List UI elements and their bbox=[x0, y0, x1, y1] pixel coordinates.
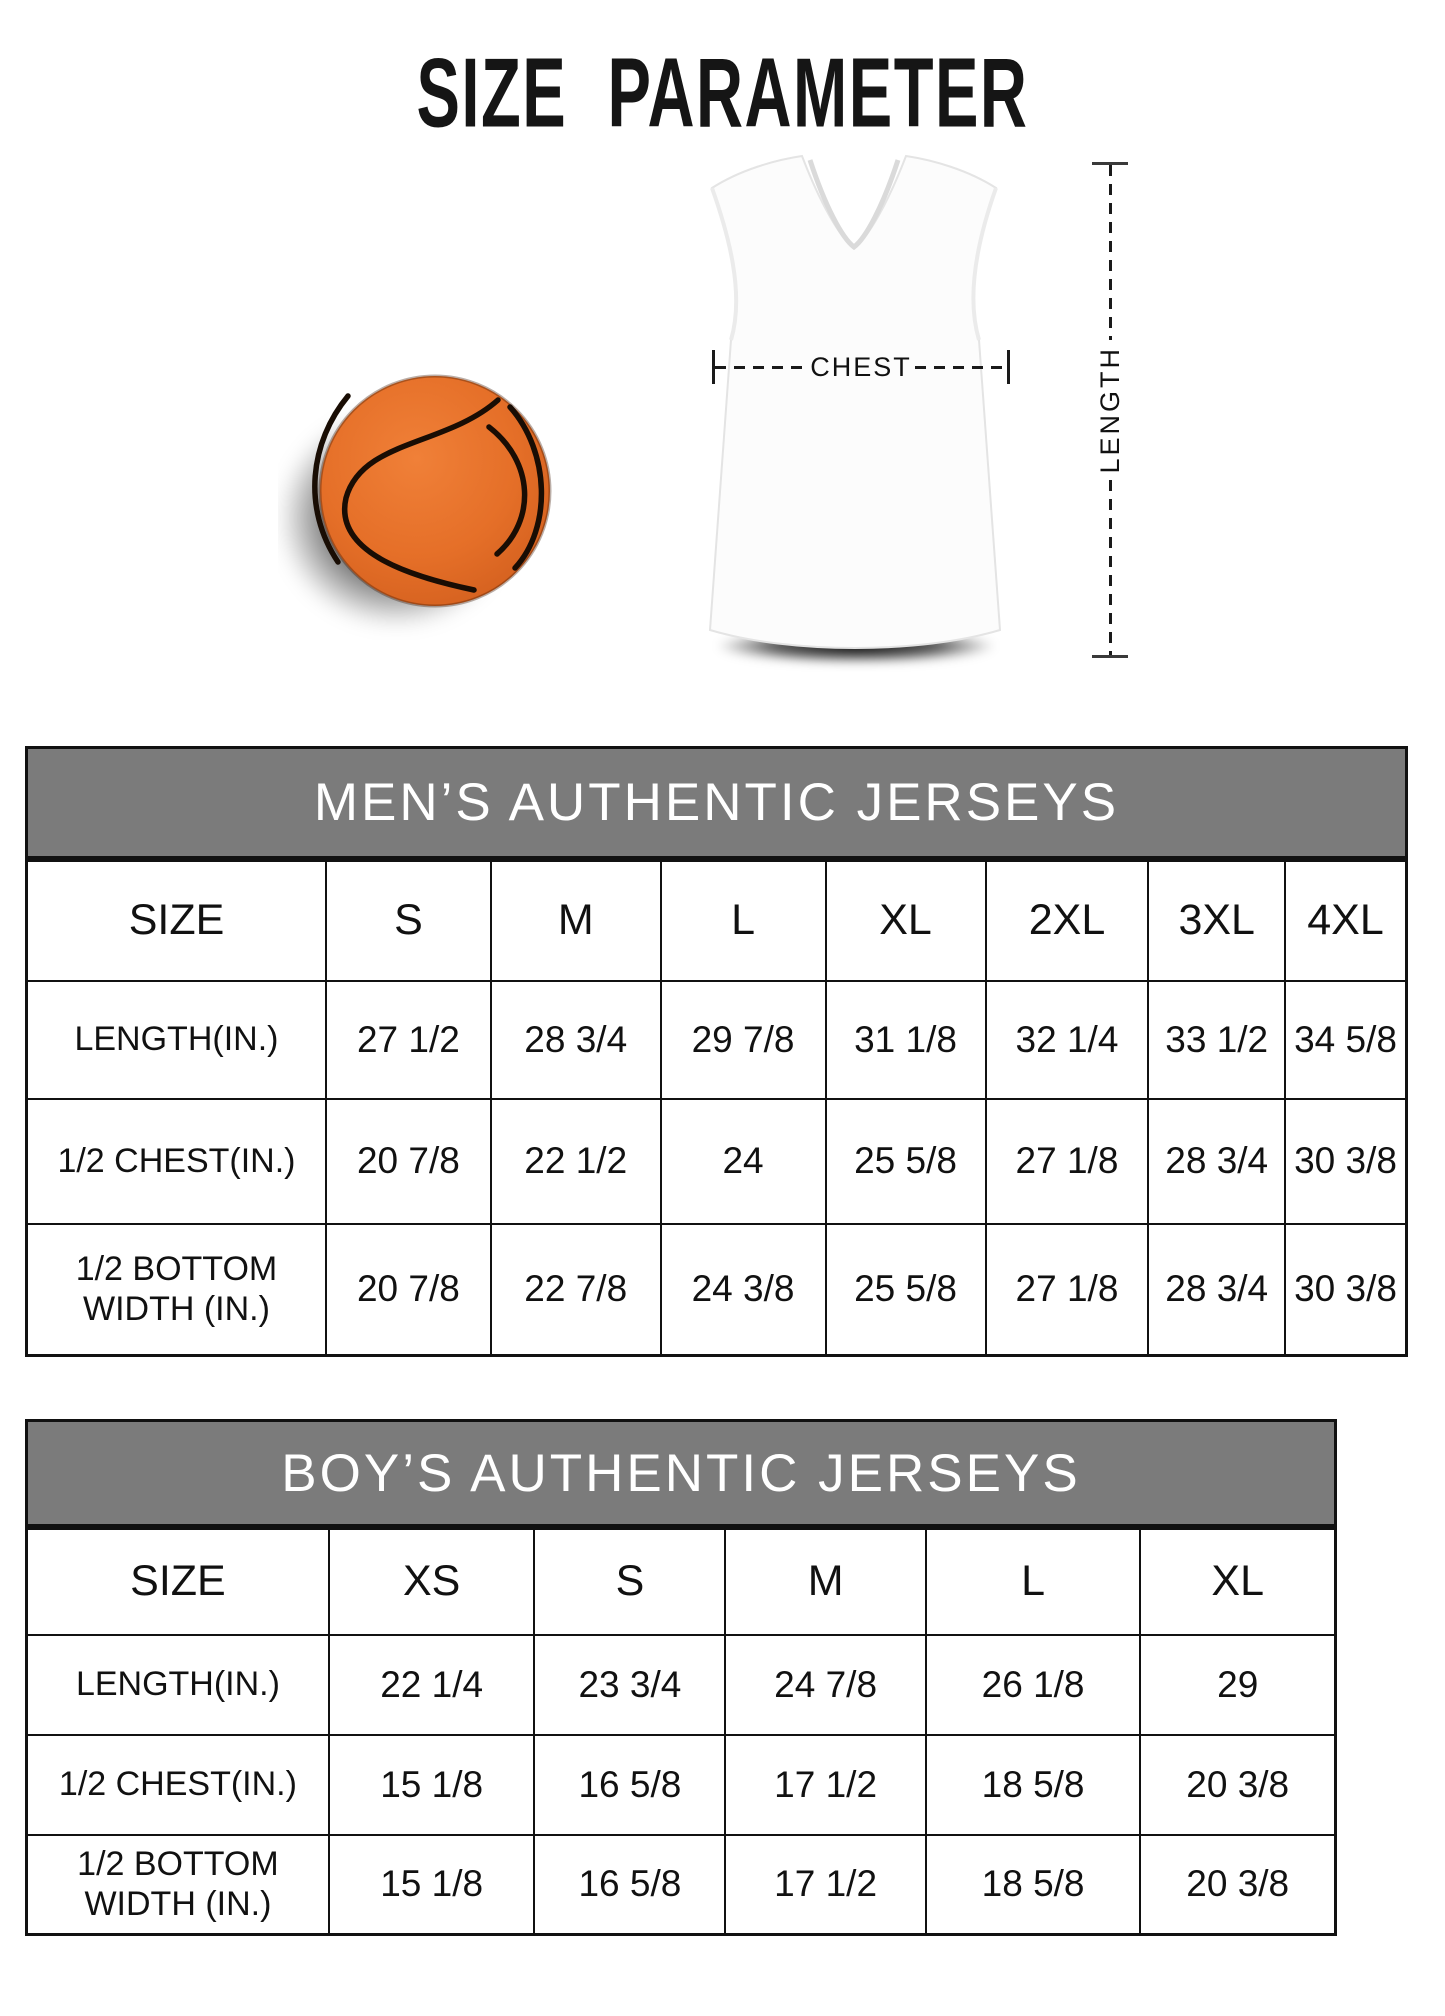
measurement-row: 1/2 BOTTOM WIDTH (IN.) 15 1/8 16 5/8 17 1/2… bbox=[25, 1833, 1337, 1936]
measurement-value: 28 3/4 bbox=[1147, 1097, 1287, 1225]
measurement-value: 15 1/8 bbox=[327, 1733, 536, 1836]
size-option-header: M bbox=[724, 1527, 927, 1636]
measurement-value: 24 bbox=[659, 1097, 827, 1225]
measurement-value: 33 1/2 bbox=[1147, 979, 1287, 1100]
measurement-value: 32 1/4 bbox=[984, 979, 1150, 1100]
measurement-value: 22 1/2 bbox=[489, 1097, 662, 1225]
boys-size-grid: SIZE XS S M L XL LENGTH(IN.) 22 1/4 23 3/4 24 7/8… bbox=[25, 1527, 1337, 1936]
measurement-value: 31 1/8 bbox=[824, 979, 987, 1100]
page-title: SIZE PARAMETER bbox=[0, 36, 1445, 148]
measurement-value: 27 1/2 bbox=[324, 979, 492, 1100]
mens-table-banner: MEN’S AUTHENTIC JERSEYS bbox=[25, 746, 1408, 859]
measurement-value: 26 1/8 bbox=[924, 1633, 1142, 1736]
size-option-header: 4XL bbox=[1284, 859, 1408, 982]
chest-label: CHEST bbox=[810, 351, 912, 382]
measurement-value: 17 1/2 bbox=[724, 1733, 927, 1836]
dashed-line bbox=[715, 365, 808, 369]
measurement-value: 24 7/8 bbox=[724, 1633, 927, 1736]
basketball-image bbox=[278, 374, 552, 628]
measurement-label: 1/2 CHEST(IN.) bbox=[25, 1733, 330, 1836]
jersey-collar bbox=[807, 159, 901, 251]
jersey-body bbox=[708, 154, 1002, 649]
measurement-value: 18 5/8 bbox=[924, 1833, 1142, 1936]
dashed-line bbox=[1108, 479, 1112, 655]
measurement-value: 18 5/8 bbox=[924, 1733, 1142, 1836]
measurement-label: LENGTH(IN.) bbox=[25, 979, 327, 1100]
size-header-row: SIZE XS S M L XL bbox=[25, 1527, 1337, 1636]
measurement-value: 34 5/8 bbox=[1284, 979, 1408, 1100]
measurement-value: 23 3/4 bbox=[533, 1633, 727, 1736]
size-option-header: 2XL bbox=[984, 859, 1150, 982]
measurement-value: 20 7/8 bbox=[324, 1222, 492, 1357]
size-column-header: SIZE bbox=[25, 1527, 330, 1636]
measurement-label: 1/2 CHEST(IN.) bbox=[25, 1097, 327, 1225]
measurement-label: LENGTH(IN.) bbox=[25, 1633, 330, 1736]
measure-cap-bottom bbox=[1092, 655, 1128, 658]
measurement-label: 1/2 BOTTOM WIDTH (IN.) bbox=[25, 1833, 330, 1936]
size-option-header: M bbox=[489, 859, 662, 982]
length-label: LENGTH bbox=[1094, 346, 1125, 474]
measurement-value: 20 3/8 bbox=[1139, 1833, 1337, 1936]
size-option-header: S bbox=[324, 859, 492, 982]
measurement-value: 15 1/8 bbox=[327, 1833, 536, 1936]
measurement-row: 1/2 BOTTOM WIDTH (IN.) 20 7/8 22 7/8 24 3/8… bbox=[25, 1222, 1408, 1357]
measurement-value: 20 7/8 bbox=[324, 1097, 492, 1225]
measure-tick-right bbox=[1007, 350, 1011, 384]
size-option-header: L bbox=[924, 1527, 1142, 1636]
page-title-text: SIZE PARAMETER bbox=[416, 37, 1029, 149]
measurement-value: 16 5/8 bbox=[533, 1733, 727, 1836]
measurement-value: 25 5/8 bbox=[824, 1222, 987, 1357]
measure-tick-left bbox=[712, 350, 715, 384]
size-option-header: XL bbox=[1139, 1527, 1337, 1636]
size-option-header: XL bbox=[824, 859, 987, 982]
measurement-value: 24 3/8 bbox=[659, 1222, 827, 1357]
measurement-value: 28 3/4 bbox=[489, 979, 662, 1100]
measure-cap-top bbox=[1092, 162, 1128, 165]
measurement-row: 1/2 CHEST(IN.) 20 7/8 22 1/2 24 25 5/8 27 1/8… bbox=[25, 1097, 1408, 1225]
boys-table-banner: BOY’S AUTHENTIC JERSEYS bbox=[25, 1419, 1337, 1527]
jersey-image bbox=[708, 154, 1002, 663]
measurement-value: 30 3/8 bbox=[1284, 1222, 1408, 1357]
measurement-value: 22 7/8 bbox=[489, 1222, 662, 1357]
measurement-value: 29 bbox=[1139, 1633, 1337, 1736]
measurement-label: 1/2 BOTTOM WIDTH (IN.) bbox=[25, 1222, 327, 1357]
measurement-row: LENGTH(IN.) 22 1/4 23 3/4 24 7/8 26 1/8 29 bbox=[25, 1633, 1337, 1736]
size-column-header: SIZE bbox=[25, 859, 327, 982]
chest-measure-line: CHEST bbox=[712, 350, 1011, 384]
basketball-seams bbox=[312, 393, 545, 593]
measurement-value: 28 3/4 bbox=[1147, 1222, 1287, 1357]
size-option-header: 3XL bbox=[1147, 859, 1287, 982]
measurement-value: 16 5/8 bbox=[533, 1833, 727, 1936]
mens-size-grid: SIZE S M L XL 2XL 3XL 4XL LENGTH(IN.) 27 1/2 28 3/… bbox=[25, 859, 1408, 1357]
measurement-value: 17 1/2 bbox=[724, 1833, 927, 1936]
mens-size-table: MEN’S AUTHENTIC JERSEYS SIZE S M L XL 2XL 3XL 4… bbox=[25, 746, 1408, 1357]
size-option-header: XS bbox=[327, 1527, 536, 1636]
jersey-armhole-left bbox=[710, 187, 739, 341]
measurement-row: 1/2 CHEST(IN.) 15 1/8 16 5/8 17 1/2 18 5/8 20… bbox=[25, 1733, 1337, 1836]
basketball-body bbox=[318, 374, 552, 608]
size-header-row: SIZE S M L XL 2XL 3XL 4XL bbox=[25, 859, 1408, 982]
boys-size-table: BOY’S AUTHENTIC JERSEYS SIZE XS S M L XL LENGT… bbox=[25, 1419, 1337, 1936]
length-measure-line: LENGTH bbox=[1091, 162, 1129, 658]
size-option-header: S bbox=[533, 1527, 727, 1636]
measurement-value: 22 1/4 bbox=[327, 1633, 536, 1736]
measurement-row: LENGTH(IN.) 27 1/2 28 3/4 29 7/8 31 1/8 32 1/… bbox=[25, 979, 1408, 1100]
measurement-value: 30 3/8 bbox=[1284, 1097, 1408, 1225]
dashed-line bbox=[1108, 165, 1112, 341]
measurement-value: 29 7/8 bbox=[659, 979, 827, 1100]
size-option-header: L bbox=[659, 859, 827, 982]
measurement-value: 25 5/8 bbox=[824, 1097, 987, 1225]
jersey-armhole-right bbox=[971, 187, 998, 341]
measurement-value: 27 1/8 bbox=[984, 1222, 1150, 1357]
measurement-value: 27 1/8 bbox=[984, 1097, 1150, 1225]
dashed-line bbox=[914, 365, 1008, 369]
measurement-value: 20 3/8 bbox=[1139, 1733, 1337, 1836]
